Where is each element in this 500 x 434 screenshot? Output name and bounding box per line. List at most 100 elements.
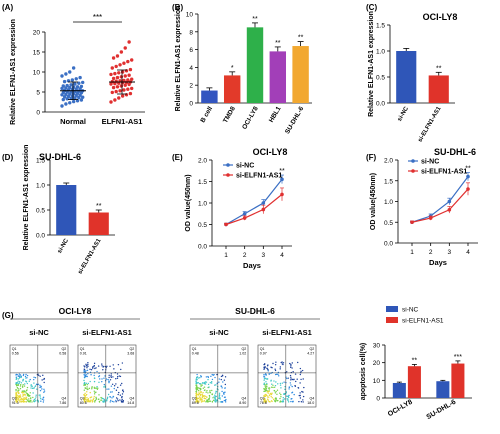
data-point [122, 88, 126, 92]
quadrant-value: 0.97 [260, 351, 267, 355]
flow-event [117, 363, 120, 366]
flow-event [25, 381, 28, 383]
significance-label: ** [96, 203, 102, 210]
flow-event [279, 366, 282, 368]
quadrant-value: 0.48 [192, 351, 199, 355]
flow-event [15, 376, 18, 378]
flow-event [196, 388, 198, 391]
flow-event [20, 382, 23, 384]
flow-event [23, 391, 26, 393]
flow-event [221, 374, 224, 377]
chart-title: OCI-LY8 [253, 147, 288, 157]
flow-event [121, 382, 123, 385]
flow-group-title: OCI-LY8 [59, 306, 92, 316]
flow-plot-label: si-ELFN1-AS1 [82, 328, 132, 337]
flow-event [17, 384, 19, 387]
flow-event [273, 380, 275, 382]
flow-event [109, 396, 112, 398]
y-tick-label: 2.0 [198, 158, 207, 165]
flow-event [94, 387, 97, 389]
flow-event [275, 398, 277, 401]
flow-event [110, 399, 112, 402]
flow-event [21, 386, 24, 388]
flow-event [113, 385, 116, 387]
flow-event [197, 387, 200, 389]
flow-event [208, 398, 210, 400]
flow-event [208, 386, 210, 388]
flow-event [274, 384, 277, 387]
flow-event [39, 396, 41, 398]
flow-event [292, 401, 294, 403]
quadrant-value: 4.27 [307, 351, 314, 355]
flow-event [199, 397, 202, 399]
data-point [64, 102, 68, 106]
flow-event [106, 396, 109, 399]
flow-event [85, 370, 87, 372]
flow-event [276, 373, 278, 376]
data-point [71, 85, 76, 89]
flow-event [121, 396, 123, 399]
quadrant-value: 14.8 [127, 401, 134, 405]
flow-event [214, 384, 216, 386]
flow-event [195, 381, 198, 383]
flow-event [119, 394, 122, 396]
flow-event [35, 394, 37, 396]
flow-event [117, 386, 119, 389]
flow-event [83, 379, 85, 382]
flow-event [84, 374, 87, 377]
flow-event [39, 375, 41, 377]
flow-event [303, 386, 305, 389]
flow-event [90, 396, 92, 399]
flow-event [23, 393, 26, 396]
x-category-label: si-ELFN1-AS1 [417, 105, 442, 143]
significance-label: ** [252, 16, 258, 23]
flow-event [117, 375, 119, 378]
quadrant-value: Q1 [192, 347, 197, 351]
flow-event [16, 396, 18, 399]
flow-event [210, 375, 212, 378]
data-point [70, 78, 75, 82]
flow-event [264, 385, 266, 388]
x-tick-label: 3 [262, 252, 266, 259]
data-point [123, 74, 127, 78]
x-category-label: Normal [60, 117, 86, 126]
flow-event [19, 399, 21, 402]
flow-event [263, 401, 265, 403]
significance-label: ** [275, 40, 281, 47]
flow-event [98, 375, 101, 377]
data-point [60, 74, 64, 78]
flow-event [268, 389, 270, 391]
flow-event [94, 367, 96, 370]
flow-event [18, 381, 21, 383]
flow-event [116, 373, 119, 375]
flow-event [198, 391, 200, 393]
bar [56, 185, 77, 235]
flow-event [115, 383, 117, 385]
flow-event [195, 378, 198, 380]
flow-event [108, 388, 110, 390]
flow-event [297, 386, 299, 389]
flow-event [199, 395, 202, 397]
flow-event [225, 398, 227, 401]
flow-event [265, 374, 267, 376]
flow-event [89, 368, 91, 371]
data-point [126, 78, 130, 82]
flow-event [263, 378, 266, 380]
y-tick-label: 0 [36, 110, 40, 117]
x-category-label: ELFN1-AS1 [102, 117, 143, 126]
flow-event [31, 387, 34, 390]
flow-event [200, 383, 202, 385]
data-point [130, 77, 134, 81]
flow-event [95, 396, 97, 398]
flow-event [30, 387, 32, 389]
flow-event [34, 385, 36, 388]
flow-event [289, 362, 291, 365]
flow-event [224, 391, 226, 393]
flow-event [113, 387, 115, 390]
flow-event [200, 384, 202, 386]
flow-event [195, 384, 198, 386]
flow-event [104, 401, 106, 403]
flow-event [43, 388, 45, 391]
flow-event [34, 377, 37, 379]
